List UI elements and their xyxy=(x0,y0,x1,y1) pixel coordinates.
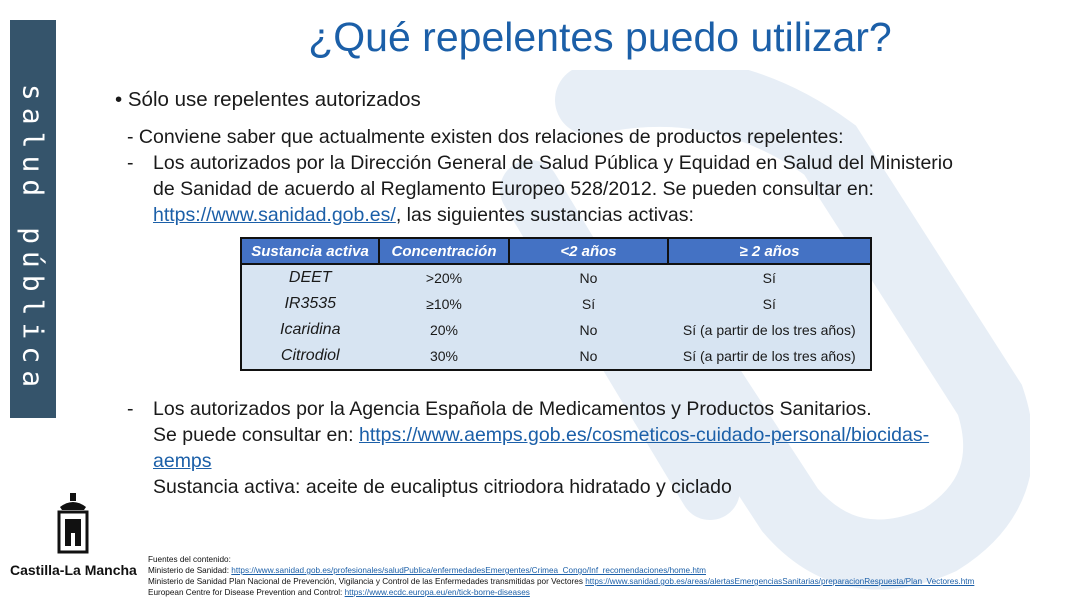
aemps-marker: - xyxy=(127,398,134,420)
table-row: DEET >20% No Sí xyxy=(241,264,872,291)
under-2-cell: No xyxy=(509,317,669,343)
source-link[interactable]: https://www.sanidad.gob.es/profesionales… xyxy=(231,566,706,575)
under-2-cell: No xyxy=(509,343,669,370)
substance-name: IR3535 xyxy=(241,291,380,317)
aemps-consult-prefix: Se puede consultar en: xyxy=(153,424,359,446)
source-link[interactable]: https://www.ecdc.europa.eu/en/tick-borne… xyxy=(344,588,530,597)
sources-heading: Fuentes del contenido: xyxy=(148,555,231,564)
source-prefix: Ministerio de Sanidad Plan Nacional de P… xyxy=(148,577,586,586)
over-2-cell: Sí (a partir de los tres años) xyxy=(668,343,872,370)
header-over-2: ≥ 2 años xyxy=(668,238,871,265)
source-prefix: European Centre for Disease Prevention a… xyxy=(148,588,345,597)
aemps-link[interactable]: https://www.aemps.gob.es/cosmeticos-cuid… xyxy=(358,424,930,446)
over-2-cell: Sí xyxy=(668,291,872,317)
source-link[interactable]: https://www.sanidad.gob.es/areas/alertas… xyxy=(585,577,975,586)
header-substance: Sustancia activa xyxy=(241,238,380,265)
source-prefix: Ministerio de Sanidad: xyxy=(148,566,232,575)
aemps-link-continued[interactable]: aemps xyxy=(153,450,212,472)
substance-name: Citrodiol xyxy=(241,343,380,370)
dsp-line1: Los autorizados por la Dirección General… xyxy=(153,152,953,174)
logo-name: Castilla-La Mancha xyxy=(10,562,137,578)
aemps-line1: Los autorizados por la Agencia Española … xyxy=(153,398,872,420)
sidebar-text: salud pública xyxy=(16,83,50,395)
table-row: Citrodiol 30% No Sí (a partir de los tre… xyxy=(241,343,872,370)
concentration-cell: ≥10% xyxy=(379,291,510,317)
header-concentration: Concentración xyxy=(379,238,510,265)
dsp-item: - Los autorizados por la Dirección Genera… xyxy=(127,150,953,228)
table-header-row: Sustancia activa Concentración <2 años ≥… xyxy=(241,238,871,265)
aemps-substance: Sustancia activa: aceite de eucaliptus c… xyxy=(153,476,732,498)
sidebar-banner: salud pública xyxy=(10,20,56,418)
table-row: IR3535 ≥10% Sí Sí xyxy=(241,291,872,317)
main-bullet: • Sólo use repelentes autorizados xyxy=(115,88,421,111)
sources-footer: Fuentes del contenido: Ministerio de San… xyxy=(148,554,974,598)
concentration-cell: >20% xyxy=(379,264,510,291)
substance-name: DEET xyxy=(241,264,380,291)
concentration-cell: 30% xyxy=(379,343,510,370)
intro-line: - Conviene saber que actualmente existen… xyxy=(127,126,844,148)
page-title: ¿Qué repelentes puedo utilizar? xyxy=(308,14,892,60)
castilla-la-mancha-logo: Castilla-La Mancha xyxy=(10,493,137,578)
concentration-cell: 20% xyxy=(379,317,510,343)
sanidad-link[interactable]: https://www.sanidad.gob.es/ xyxy=(153,204,396,226)
table-row: Icaridina 20% No Sí (a partir de los tre… xyxy=(241,317,872,343)
under-2-cell: Sí xyxy=(509,291,669,317)
castle-crown-icon xyxy=(57,493,89,554)
dsp-after-link: , las siguientes sustancias activas: xyxy=(395,204,694,226)
substances-table: Sustancia activa Concentración <2 años ≥… xyxy=(240,237,872,371)
under-2-cell: No xyxy=(509,264,669,291)
over-2-cell: Sí xyxy=(668,264,872,291)
dsp-line2: de Sanidad de acuerdo al Reglamento Euro… xyxy=(153,178,874,200)
aemps-item: - Los autorizados por la Agencia Española… xyxy=(127,396,929,500)
over-2-cell: Sí (a partir de los tres años) xyxy=(668,317,872,343)
dsp-marker: - xyxy=(127,152,134,174)
substance-name: Icaridina xyxy=(241,317,380,343)
header-under-2: <2 años xyxy=(509,238,669,265)
